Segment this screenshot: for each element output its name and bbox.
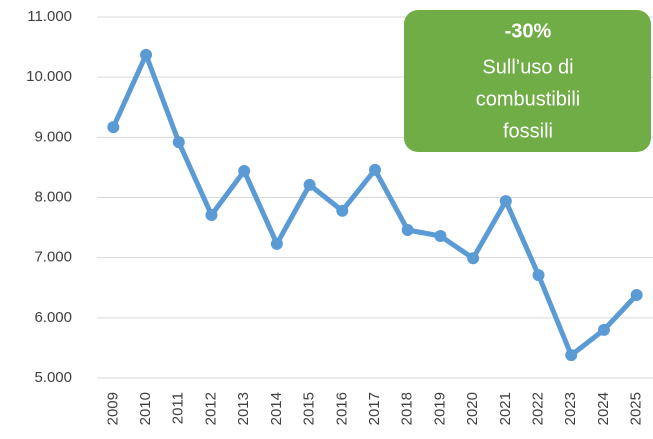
x-tick-label: 2012 [202, 392, 219, 425]
x-tick-label: 2010 [137, 392, 154, 425]
x-tick-label: 2011 [170, 392, 187, 424]
annotation-line: Sull’uso di [482, 56, 573, 78]
y-tick-label: 9.000 [34, 128, 72, 145]
y-tick-label: 7.000 [34, 249, 72, 266]
y-tick-label: 8.000 [34, 188, 72, 205]
x-tick-label: 2015 [301, 392, 318, 425]
point [140, 48, 153, 61]
x-tick-label: 2025 [628, 392, 645, 425]
point [401, 223, 414, 236]
point [499, 195, 512, 208]
x-tick-label: 2017 [366, 392, 383, 425]
annotation-box [404, 10, 651, 152]
point [336, 204, 349, 217]
y-tick-label: 6.000 [34, 309, 72, 326]
y-tick-label: 5.000 [34, 369, 72, 386]
point [205, 208, 218, 221]
point [172, 136, 185, 149]
annotation-line: fossili [503, 120, 553, 142]
point [467, 252, 480, 265]
point [303, 178, 316, 191]
x-tick-label: 2009 [104, 392, 121, 425]
x-tick-label: 2014 [268, 392, 285, 425]
x-tick-label: 2018 [399, 392, 416, 425]
point [369, 163, 381, 176]
x-tick-label: 2022 [529, 392, 546, 425]
annotation-title: -30% [505, 20, 552, 42]
x-tick-label: 2021 [497, 392, 514, 425]
annotation-line: combustibili [476, 88, 580, 110]
y-tick-label: 11.000 [27, 8, 72, 25]
point [434, 230, 447, 243]
point [270, 237, 283, 250]
point [630, 288, 643, 301]
point [597, 323, 610, 336]
point [532, 269, 545, 282]
x-tick-label: 2023 [562, 392, 579, 425]
point [107, 121, 120, 134]
annotation: -30% Sull’uso di combustibili fossili [404, 10, 651, 152]
x-tick-label: 2016 [333, 392, 350, 425]
point [565, 349, 578, 362]
y-tick-label: 10.000 [26, 68, 72, 85]
x-tick-label: 2019 [431, 392, 448, 425]
x-tick-label: 2020 [464, 392, 481, 425]
x-tick-label: 2013 [235, 392, 252, 425]
x-tick-label: 2024 [595, 392, 612, 425]
point [238, 165, 251, 178]
